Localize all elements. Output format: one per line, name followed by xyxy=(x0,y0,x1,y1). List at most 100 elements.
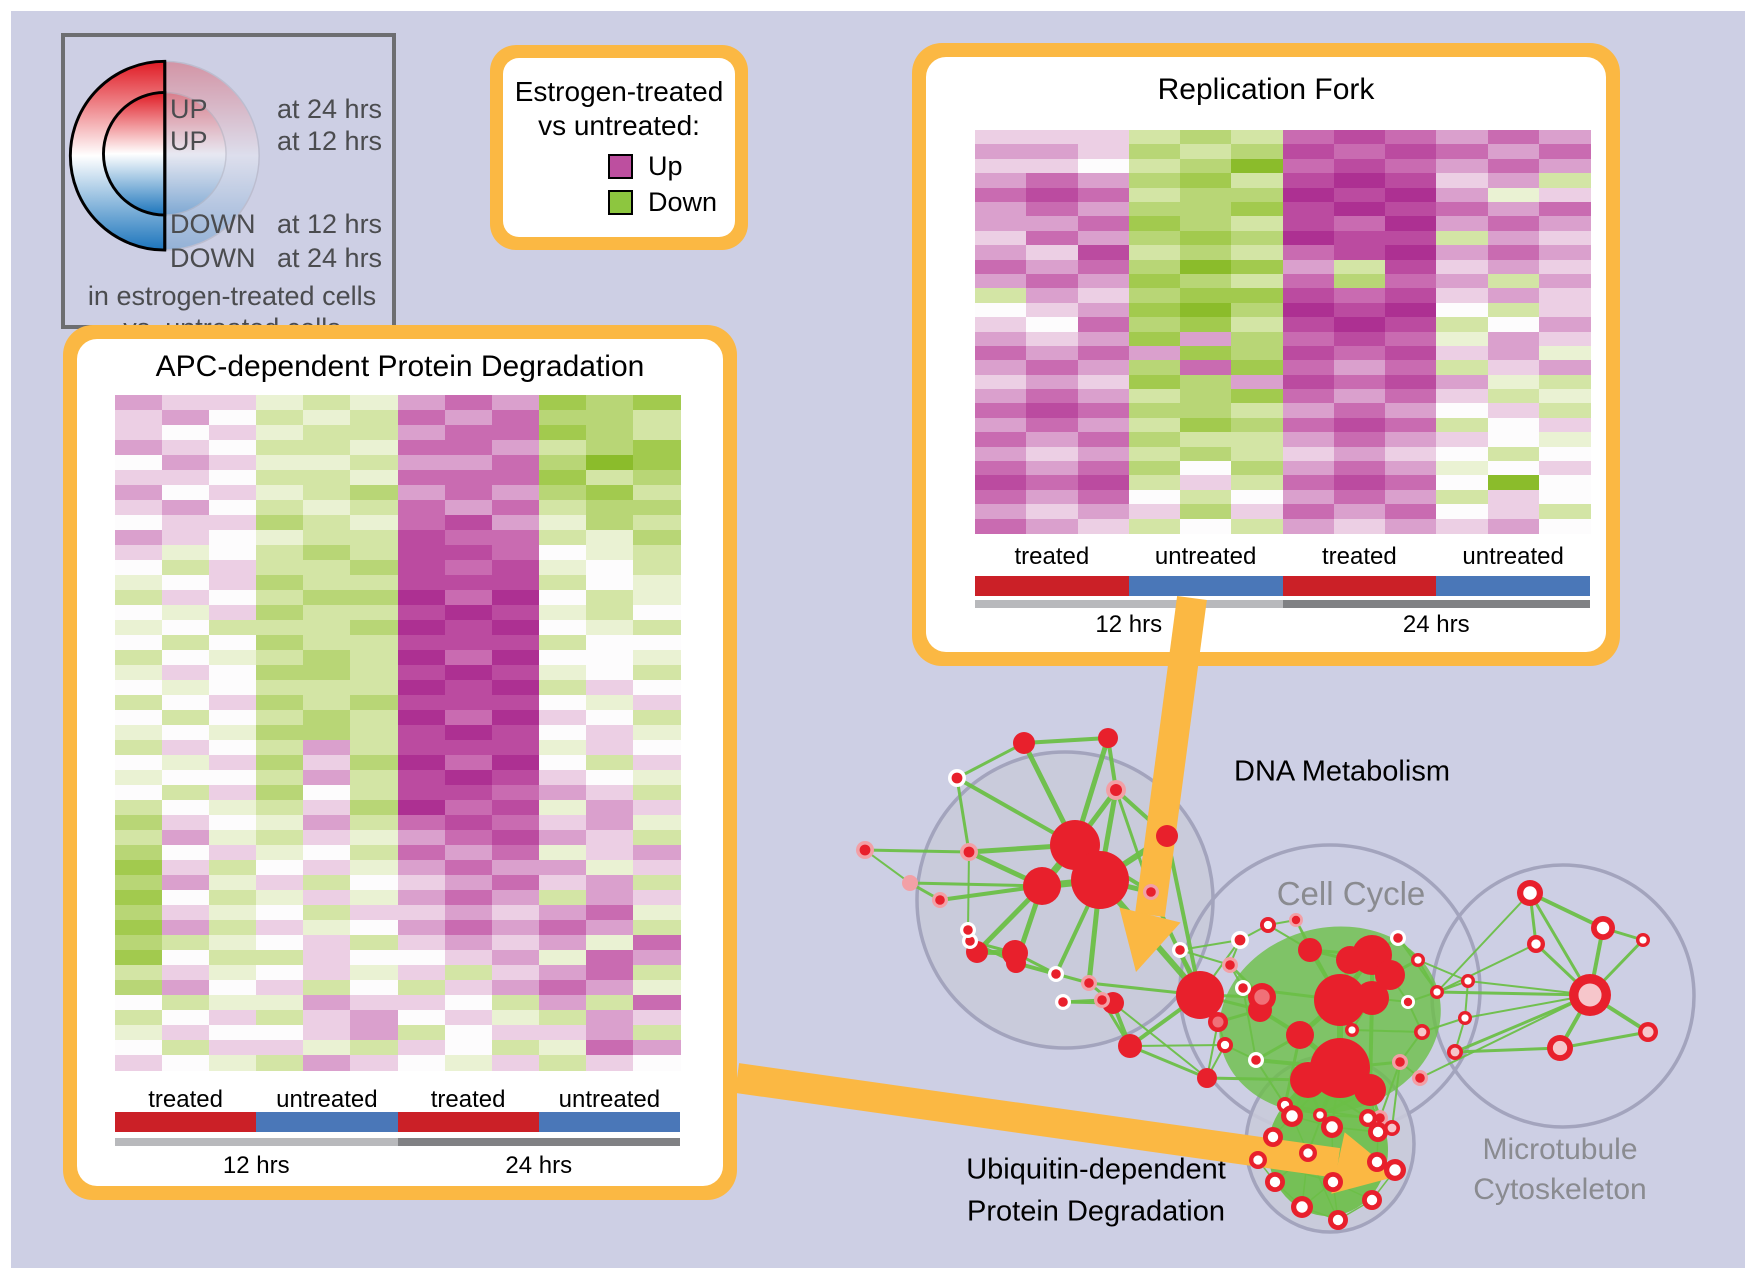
scale-up24-time: at 24 hrs xyxy=(277,94,383,124)
heatmap-cell xyxy=(1333,446,1386,462)
heatmap-cell xyxy=(632,830,681,846)
heatmap-cell xyxy=(162,590,210,606)
heatmap-cell xyxy=(350,410,399,426)
heatmap-cell xyxy=(632,605,681,621)
heatmap-cell xyxy=(1180,446,1232,462)
heatmap-cell xyxy=(1231,446,1284,462)
heatmap-cell xyxy=(1231,288,1284,304)
heatmap-cell xyxy=(1436,230,1489,246)
heatmap-cell xyxy=(115,785,163,801)
heatmap-cell xyxy=(115,800,163,816)
heatmap-cell xyxy=(1487,302,1540,318)
heatmap-cell xyxy=(1538,374,1591,390)
heatmap-cell xyxy=(1385,446,1437,462)
heatmap-cell xyxy=(115,755,163,771)
heatmap-cell xyxy=(1077,475,1130,491)
heatmap-cell xyxy=(585,1010,634,1026)
heatmap-cell xyxy=(303,575,351,591)
heatmap-cell xyxy=(162,770,210,786)
heatmap-cell xyxy=(975,475,1027,491)
heatmap-cell xyxy=(1282,475,1335,491)
heatmap-cell xyxy=(1231,216,1284,232)
heatmap-cell xyxy=(397,740,446,756)
heatmap-cell xyxy=(303,590,351,606)
heatmap-cell xyxy=(491,920,540,936)
heatmap-cell xyxy=(444,590,493,606)
heatmap-cell xyxy=(162,980,210,996)
heatmap-cell xyxy=(303,830,351,846)
heatmap-cell xyxy=(162,530,210,546)
heatmap-cell xyxy=(491,800,540,816)
heatmap-cell xyxy=(632,530,681,546)
heatmap-cell xyxy=(1128,432,1181,448)
untreated-bar xyxy=(256,1112,398,1132)
heatmap-cell xyxy=(444,605,493,621)
heatmap-cell xyxy=(1128,187,1181,203)
heatmap-cell xyxy=(115,485,163,501)
heatmap-cell xyxy=(444,785,493,801)
heatmap-cell xyxy=(1026,302,1079,318)
up-swatch xyxy=(608,154,633,179)
treated-bar xyxy=(975,576,1129,596)
scale-legend-box: UP at 24 hrs UP at 12 hrs DOWN at 12 hrs… xyxy=(61,33,396,343)
heatmap-cell xyxy=(303,515,351,531)
heatmap-cell xyxy=(303,965,351,981)
heatmap-cell xyxy=(397,545,446,561)
heatmap-cell xyxy=(444,725,493,741)
heatmap-cell xyxy=(491,395,540,411)
heatmap-cell xyxy=(1538,273,1591,289)
heatmap-cell xyxy=(209,425,257,441)
heatmap-cell xyxy=(397,530,446,546)
heatmap-cell xyxy=(162,965,210,981)
heatmap-cell xyxy=(256,830,304,846)
heatmap-cell xyxy=(1487,345,1540,361)
heatmap-cell xyxy=(350,1055,399,1071)
heatmap-cell xyxy=(491,890,540,906)
heatmap-cell xyxy=(1487,158,1540,174)
heatmap-cell xyxy=(1077,345,1130,361)
heatmap-cell xyxy=(1128,331,1181,347)
heatmap-cell xyxy=(397,755,446,771)
heatmap-cell xyxy=(256,605,304,621)
heatmap-cell xyxy=(1077,331,1130,347)
heatmap-cell xyxy=(1436,345,1489,361)
heatmap-cell xyxy=(1128,475,1181,491)
heatmap-cell xyxy=(1128,417,1181,433)
untreated-bar xyxy=(1128,576,1283,596)
heatmap-cell xyxy=(115,905,163,921)
heatmap-cell xyxy=(1282,245,1335,261)
scale-legend-rings xyxy=(69,59,260,252)
heatmap-cell xyxy=(1538,230,1591,246)
heatmap-cell xyxy=(538,500,587,516)
heatmap-cell xyxy=(444,755,493,771)
heatmap-cell xyxy=(1282,489,1335,505)
heatmap-cell xyxy=(1180,273,1232,289)
heatmap-cell xyxy=(115,725,163,741)
heatmap-cell xyxy=(397,590,446,606)
heatmap-cell xyxy=(1538,144,1591,160)
heatmap-cell xyxy=(303,650,351,666)
cluster-label: Ubiquitin-dependent xyxy=(966,1153,1226,1186)
heatmap-cell xyxy=(632,935,681,951)
heatmap-cell xyxy=(538,995,587,1011)
heatmap-cell xyxy=(162,875,210,891)
heatmap-cell xyxy=(1538,475,1591,491)
heatmap-cell xyxy=(632,620,681,636)
heatmap-cell xyxy=(209,620,257,636)
heatmap-cell xyxy=(1538,518,1591,534)
heatmap-cell xyxy=(538,575,587,591)
heatmap-cell xyxy=(1180,317,1232,333)
heatmap-cell xyxy=(303,860,351,876)
heatmap-cell xyxy=(632,890,681,906)
heatmap-cell xyxy=(303,890,351,906)
heatmap-cell xyxy=(1538,360,1591,376)
heatmap-cell xyxy=(1385,345,1437,361)
heatmap-cell xyxy=(1487,173,1540,189)
heatmap-cell xyxy=(538,560,587,576)
heatmap-cell xyxy=(632,770,681,786)
heatmap-cell xyxy=(444,875,493,891)
heatmap-cell xyxy=(1077,518,1130,534)
heatmap-cell xyxy=(350,1010,399,1026)
heatmap-cell xyxy=(303,740,351,756)
heatmap-cell xyxy=(256,800,304,816)
